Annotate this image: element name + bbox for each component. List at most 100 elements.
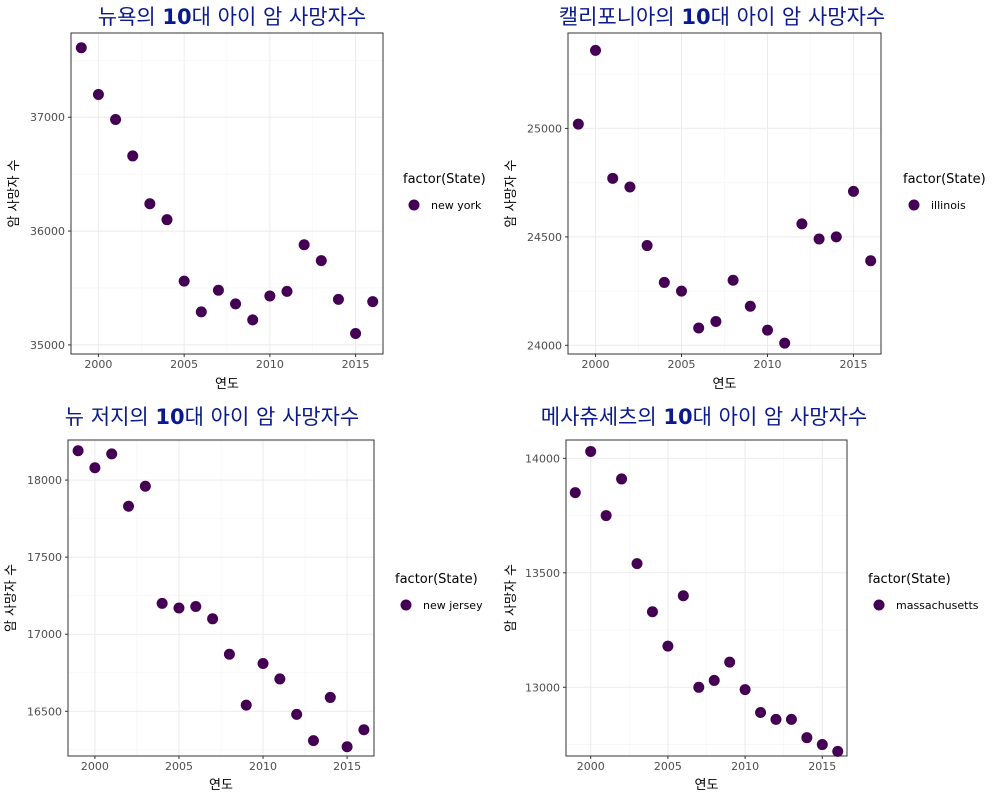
y-axis-title: 암 사망자 수 xyxy=(504,159,519,227)
y-axis-title: 암 사망자 수 xyxy=(4,564,19,632)
y-axis-title: 암 사망자 수 xyxy=(504,564,519,632)
legend-key-point xyxy=(908,199,920,211)
plot-panel-border xyxy=(567,32,882,355)
x-tick-label: 2005 xyxy=(668,358,696,371)
data-point xyxy=(92,88,104,100)
chart-title-part: 캘리포니아의 xyxy=(559,5,682,29)
x-tick-label: 2005 xyxy=(165,760,193,773)
chart-title: 캘리포니아의 10대 아이 암 사망자수 xyxy=(559,5,885,29)
y-tick-label: 17000 xyxy=(27,628,62,641)
data-point xyxy=(89,462,101,474)
chart-title-part: 대 아이 암 사망자수 xyxy=(711,5,886,29)
x-axis-title: 연도 xyxy=(695,778,719,793)
y-tick-label: 16500 xyxy=(27,705,62,718)
data-point xyxy=(693,681,705,693)
data-point xyxy=(779,337,791,349)
x-tick-label: 2005 xyxy=(170,358,198,371)
x-tick-label: 2000 xyxy=(582,358,610,371)
data-point xyxy=(247,314,259,326)
plot-panel-border xyxy=(67,439,375,757)
x-tick-label: 2015 xyxy=(342,358,370,371)
data-point xyxy=(830,231,842,243)
chart-title-part: 10 xyxy=(681,5,710,29)
legend-title: factor(State) xyxy=(903,172,986,187)
x-tick-label: 2015 xyxy=(808,760,836,773)
data-point xyxy=(281,285,293,297)
data-point xyxy=(677,590,689,602)
data-point xyxy=(724,656,736,668)
data-point xyxy=(816,739,828,751)
x-axis-title: 연도 xyxy=(215,377,239,392)
data-point xyxy=(607,172,619,184)
y-tick-label: 25000 xyxy=(527,122,562,135)
data-point xyxy=(156,597,168,609)
data-point xyxy=(358,724,370,736)
data-point xyxy=(755,706,767,718)
data-point xyxy=(367,296,379,308)
data-point xyxy=(693,322,705,334)
data-point xyxy=(264,290,276,302)
data-point xyxy=(590,44,602,56)
data-point xyxy=(298,239,310,251)
data-point xyxy=(110,114,122,126)
data-point xyxy=(291,708,303,720)
x-tick-label: 2010 xyxy=(731,760,759,773)
chart-title: 뉴 저지의 10대 아이 암 사망자수 xyxy=(65,405,359,429)
x-tick-label: 2000 xyxy=(81,760,109,773)
y-axis-title: 암 사망자 수 xyxy=(7,159,22,227)
plot-panel-border xyxy=(565,439,848,757)
legend-label: new york xyxy=(431,199,482,212)
chart-panel-1: 2000 2005 2010 2015 35000 36000 37000 뉴욕의 10대 아… xyxy=(7,5,486,392)
data-point xyxy=(178,275,190,287)
data-point xyxy=(341,741,353,753)
chart-title-part: 10 xyxy=(162,5,191,29)
data-point xyxy=(641,240,653,252)
data-point xyxy=(173,602,185,614)
data-point xyxy=(72,445,84,457)
data-point xyxy=(676,285,688,297)
data-point xyxy=(324,691,336,703)
data-point xyxy=(785,713,797,725)
data-point xyxy=(190,600,202,612)
y-tick-label: 13000 xyxy=(525,681,560,694)
data-point xyxy=(708,674,720,686)
x-axis-title: 연도 xyxy=(713,377,737,392)
legend-key-point xyxy=(408,199,420,211)
y-tick-label: 17500 xyxy=(27,551,62,564)
data-point xyxy=(801,732,813,744)
chart-title-part: 대 아이 암 사망자수 xyxy=(192,5,367,29)
data-point xyxy=(739,684,751,696)
legend-label: massachusetts xyxy=(896,599,979,612)
chart-title-part: 10 xyxy=(663,405,692,429)
data-point xyxy=(585,445,597,457)
data-point xyxy=(646,606,658,618)
y-tick-label: 13500 xyxy=(525,567,560,580)
y-tick-label: 35000 xyxy=(30,339,65,352)
data-point xyxy=(123,500,135,512)
legend-label: illinois xyxy=(931,199,966,212)
data-point xyxy=(624,181,636,193)
data-point xyxy=(350,328,362,340)
data-point xyxy=(161,214,173,226)
chart-title: 뉴욕의 10대 아이 암 사망자수 xyxy=(98,5,366,29)
chart-title-part: 10 xyxy=(155,405,184,429)
data-point xyxy=(75,42,87,54)
data-point xyxy=(616,473,628,485)
data-point xyxy=(230,298,242,310)
data-point xyxy=(658,276,670,288)
x-tick-label: 2015 xyxy=(839,358,867,371)
legend-label: new jersey xyxy=(423,599,483,612)
data-point xyxy=(744,300,756,312)
y-tick-label: 18000 xyxy=(27,474,62,487)
chart-title-part: 대 아이 암 사망자수 xyxy=(185,405,360,429)
data-point xyxy=(631,558,643,570)
data-point xyxy=(865,255,877,267)
data-point xyxy=(332,293,344,305)
data-point xyxy=(223,648,235,660)
chart-title-part: 메사츄세츠의 xyxy=(541,405,664,429)
data-point xyxy=(813,233,825,245)
data-point xyxy=(127,150,139,162)
data-point xyxy=(600,510,612,522)
y-tick-label: 36000 xyxy=(30,225,65,238)
